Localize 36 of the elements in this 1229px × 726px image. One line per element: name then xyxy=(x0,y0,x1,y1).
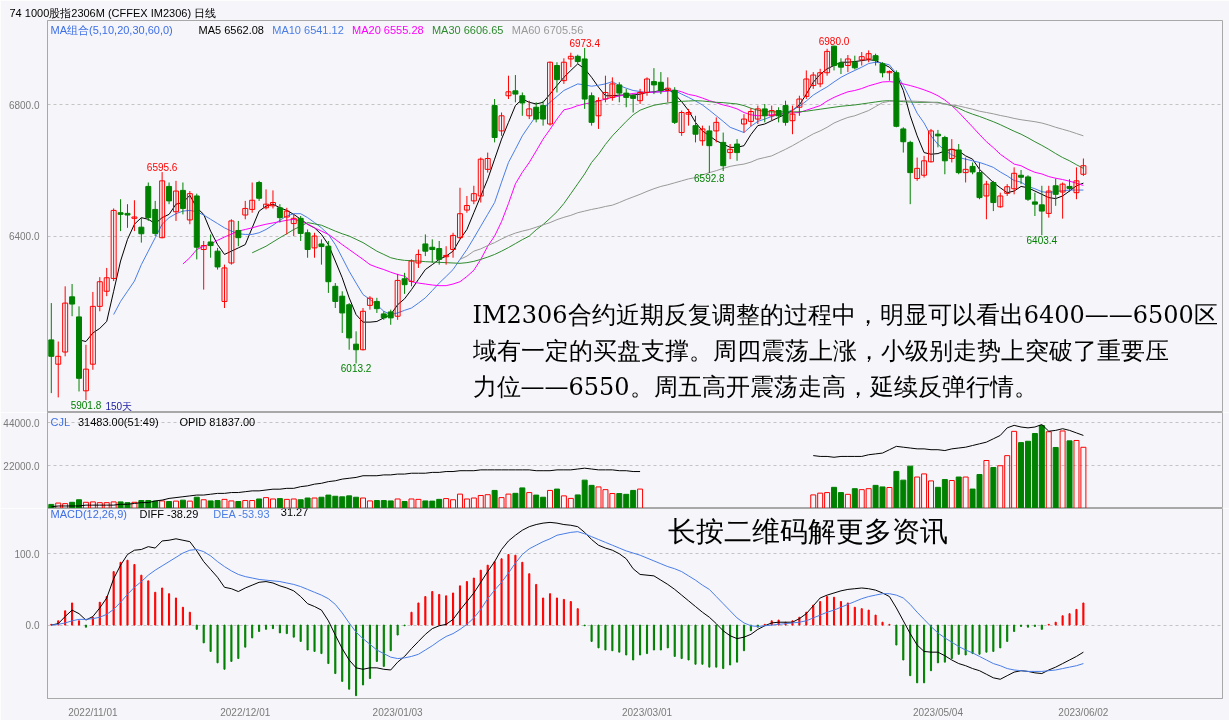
annotation: 6592.8 xyxy=(694,173,726,185)
y-tick-label: 6400.0 xyxy=(8,231,40,243)
annotation: 31.27 xyxy=(280,505,309,518)
text: MA30 6606.65 xyxy=(431,23,504,36)
y-tick-label: 0.0 xyxy=(25,620,40,632)
annotation: 6980.0 xyxy=(818,35,850,47)
y-tick-label: 44000.0 xyxy=(3,417,40,429)
text: MA5 6562.08 xyxy=(198,23,264,36)
text: DIFF -38.29 xyxy=(139,507,199,520)
x-tick-label: 2023/05/04 xyxy=(912,706,964,718)
annotation: OPID 81837.00 xyxy=(179,415,256,428)
annotation: 6973.4 xyxy=(569,37,601,49)
annotation: 5901.8 xyxy=(70,400,102,412)
text: MA20 6555.28 xyxy=(352,23,424,36)
y-tick-label: 22000.0 xyxy=(3,460,40,472)
annotation: 长按二维码解更多资讯 xyxy=(667,515,948,548)
annotation: 6595.6 xyxy=(146,162,178,174)
text: MA60 6705.56 xyxy=(511,23,584,36)
annotation: 31483.00(51:49) xyxy=(77,415,159,428)
annotation: 6013.2 xyxy=(340,363,372,375)
legend-title: MACD(12,26,9) xyxy=(50,507,127,520)
text: DEA -53.93 xyxy=(213,507,270,520)
y-tick-label: 6800.0 xyxy=(8,99,40,111)
annotation: 150天 xyxy=(105,400,133,412)
text: MA10 6541.12 xyxy=(272,23,344,36)
x-tick-label: 2023/06/02 xyxy=(1058,706,1109,718)
x-tick-label: 2022/11/01 xyxy=(68,706,118,718)
annotation: IM2306合约近期反复调整的过程中，明显可以看出6400——6500区域有一定的买盘支撑。周四震荡上涨，小级别走势上突破了重要压力位——6550。周五高开震荡走高，延续反弹行情。 xyxy=(471,300,1218,402)
x-tick-label: 2022/12/01 xyxy=(220,706,271,718)
legend-title: CJL xyxy=(50,415,71,428)
annotation: 6403.4 xyxy=(1026,235,1058,247)
chart-title: 74 1000股指2306M (CFFEX IM2306) 日线 xyxy=(9,7,217,19)
y-tick-label: 100.0 xyxy=(14,548,40,560)
x-tick-label: 2023/03/01 xyxy=(621,706,673,718)
x-tick-label: 2023/01/03 xyxy=(372,706,424,718)
legend-title: MA组合(5,10,20,30,60,0) xyxy=(50,23,173,36)
